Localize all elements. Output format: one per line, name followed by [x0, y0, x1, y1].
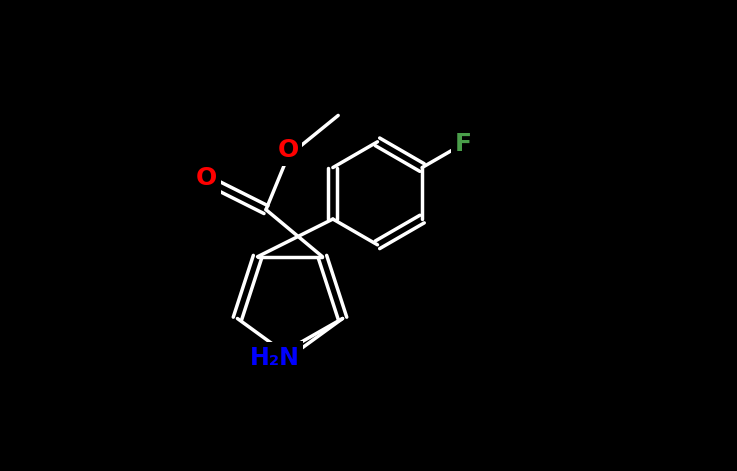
Text: O: O: [277, 138, 298, 162]
Text: S: S: [281, 345, 299, 369]
Text: O: O: [196, 166, 217, 190]
Text: F: F: [454, 132, 472, 156]
Text: H₂N: H₂N: [250, 346, 299, 370]
